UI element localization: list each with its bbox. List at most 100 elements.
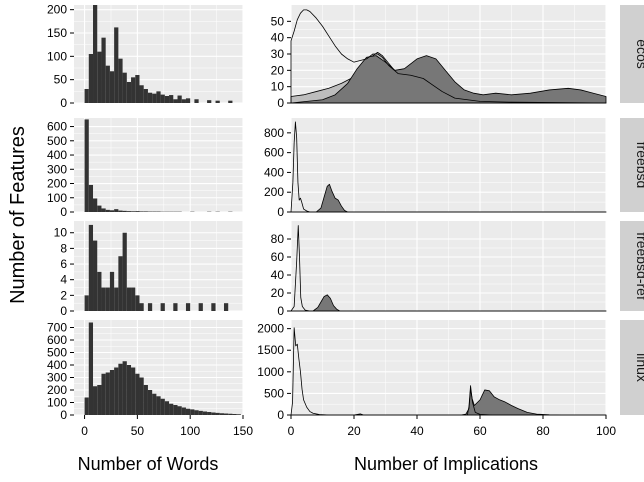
histogram-panel-linux-bar xyxy=(114,368,118,416)
histogram-panel-linux-bar xyxy=(139,378,143,416)
histogram-panel-freebsd-ref-bar xyxy=(135,295,139,311)
histogram-panel-ecos-bar xyxy=(118,59,122,103)
histogram-panel-freebsd-ref-bar xyxy=(85,295,89,311)
density-panel-ecos-y-tick-label: 30 xyxy=(271,47,285,61)
histogram-panel-linux-y-tick-label: 600 xyxy=(47,333,67,347)
density-x-tick-label: 100 xyxy=(596,424,616,438)
histogram-panel-freebsd-ref-bar xyxy=(106,288,110,311)
histogram-panel-ecos-bar xyxy=(173,99,177,103)
density-panel-freebsd-ref-y-tick-label: 60 xyxy=(271,250,285,264)
histogram-panel-freebsd-y-tick-label: 600 xyxy=(47,120,67,134)
histogram-panel-ecos-bar xyxy=(93,5,97,103)
histogram-panel-ecos-bar xyxy=(161,95,165,103)
histogram-panel-linux-bar xyxy=(203,412,207,416)
histogram-panel-ecos-bar xyxy=(148,93,152,103)
histogram-panel-ecos-bar xyxy=(216,101,220,103)
histogram-panel-freebsd-ref-y-tick-label: 8 xyxy=(60,241,67,255)
histogram-panel-linux-bar xyxy=(106,373,110,416)
histogram-panel-ecos-bar xyxy=(131,77,135,103)
histogram-panel-linux-bar xyxy=(101,374,105,415)
x-axis-title-words: Number of Words xyxy=(78,454,219,474)
histogram-panel-freebsd-ref-bar xyxy=(97,272,101,311)
density-panel-linux-y-tick-label: 500 xyxy=(264,386,284,400)
density-panel-freebsd-y-tick-label: 400 xyxy=(264,165,284,179)
density-panel-freebsd-y-tick-label: 0 xyxy=(277,205,284,219)
histogram-panel-freebsd-ref-y-tick-label: 6 xyxy=(60,257,67,271)
histogram-panel-freebsd-bar xyxy=(118,211,122,212)
density-x-tick-label: 40 xyxy=(410,424,424,438)
histogram-panel-ecos-bar xyxy=(156,91,160,103)
histogram-panel-linux-bar xyxy=(161,399,165,415)
histogram-panel-ecos-bar xyxy=(178,96,182,103)
histogram-panel-ecos-y-tick-label: 50 xyxy=(54,73,68,87)
histogram-panel-linux-bar xyxy=(123,361,127,415)
histogram-panel-freebsd-ref-bar xyxy=(114,288,118,311)
histogram-panel-linux-y-tick-label: 500 xyxy=(47,346,67,360)
histogram-panel-freebsd-ref-bar xyxy=(161,303,165,311)
histogram-panel-freebsd-bar xyxy=(114,209,118,212)
y-axis-title: Number of Features xyxy=(7,126,29,304)
facet-strip-label-freebsd: freebsd xyxy=(634,142,644,189)
histogram-panel-linux-bar xyxy=(169,404,173,415)
x-axis-title-implications: Number of Implications xyxy=(354,454,538,474)
histogram-panel-freebsd-ref-y-tick-label: 2 xyxy=(60,288,67,302)
density-panel-freebsd-ref-y-tick-label: 80 xyxy=(271,232,285,246)
histogram-panel-linux-bar xyxy=(190,409,194,415)
histogram-panel-linux-y-tick-label: 200 xyxy=(47,383,67,397)
density-panel-ecos-y-tick-label: 50 xyxy=(271,14,285,28)
histogram-panel-freebsd-ref-y-tick-label: 4 xyxy=(60,273,67,287)
histogram-panel-freebsd-ref-y-tick-label: 0 xyxy=(60,304,67,318)
histogram-panel-linux-bar xyxy=(186,409,190,415)
histogram-panel-linux-bar xyxy=(89,323,93,416)
histogram-panel-linux-y-tick-label: 100 xyxy=(47,396,67,410)
density-x-tick-label: 80 xyxy=(536,424,550,438)
histogram-panel-ecos-bar xyxy=(114,27,118,103)
histogram-panel-ecos-bar xyxy=(186,98,190,103)
density-panel-freebsd-ref-y-tick-label: 20 xyxy=(271,286,285,300)
histogram-panel-freebsd-ref-bar xyxy=(131,288,135,311)
histogram-panel-ecos-bar xyxy=(135,75,139,103)
density-panel-linux-y-tick-label: 1500 xyxy=(257,343,284,357)
histogram-panel-ecos-bar xyxy=(194,99,198,103)
histogram-panel-ecos-bar xyxy=(127,82,131,103)
histogram-panel-ecos-y-tick-label: 0 xyxy=(60,96,67,110)
density-x-tick-label: 60 xyxy=(473,424,487,438)
histogram-panel-linux-bar xyxy=(173,405,177,415)
histogram-panel-freebsd-y-tick-label: 300 xyxy=(47,162,67,176)
histogram-panel-linux-bar xyxy=(148,390,152,415)
histogram-panel-freebsd-y-tick-label: 400 xyxy=(47,148,67,162)
histogram-panel-freebsd-bar xyxy=(123,211,127,212)
histogram-panel-linux-bar xyxy=(127,365,131,415)
density-panel-freebsd-y-tick-label: 800 xyxy=(264,126,284,140)
histogram-panel-freebsd-bar xyxy=(93,198,97,212)
histogram-panel-ecos-bar xyxy=(123,73,127,103)
facet-strip-label-linux: linux xyxy=(634,353,644,382)
histogram-panel-ecos-bar xyxy=(152,94,156,103)
histogram-panel-freebsd-bar xyxy=(144,211,148,212)
histogram-panel-ecos-bar xyxy=(169,95,173,103)
histogram-panel-ecos-bar xyxy=(106,66,110,103)
facet-strip-label-ecos: ecos xyxy=(634,39,644,69)
histogram-panel-linux-bar xyxy=(178,406,182,415)
histogram-panel-freebsd-bar xyxy=(106,210,110,212)
density-panel-ecos-y-tick-label: 10 xyxy=(271,80,285,94)
histogram-panel-linux-bar xyxy=(135,374,139,415)
density-panel-ecos-y-tick-label: 40 xyxy=(271,31,285,45)
histogram-panel-linux-y-tick-label: 400 xyxy=(47,358,67,372)
histogram-panel-linux-y-tick-label: 0 xyxy=(60,408,67,422)
histogram-panel-freebsd-bar xyxy=(131,211,135,212)
histogram-panel-freebsd-ref-bar xyxy=(148,303,152,311)
histogram-panel-linux-bar xyxy=(224,414,228,416)
histogram-panel-linux-bar xyxy=(207,412,211,415)
histogram-panel-freebsd-ref-bar xyxy=(199,303,203,311)
histogram-panel-freebsd-bar xyxy=(135,211,139,212)
density-panel-freebsd-y-tick-label: 200 xyxy=(264,185,284,199)
histogram-panel-freebsd-bar xyxy=(127,211,131,212)
histogram-panel-linux-bar xyxy=(182,408,186,416)
histogram-panel-freebsd-ref-bar xyxy=(118,256,122,311)
facet-strip-label-freebsd-ref: freebsd-ref xyxy=(634,232,644,300)
histogram-panel-ecos-bar xyxy=(144,89,148,103)
density-panel-freebsd-y-tick-label: 600 xyxy=(264,146,284,160)
histogram-panel-linux-bar xyxy=(144,385,148,415)
